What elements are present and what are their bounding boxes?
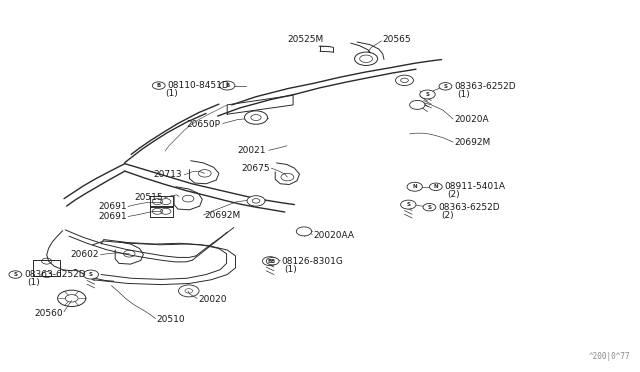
Text: 20650P: 20650P (187, 120, 221, 129)
Text: 20020: 20020 (198, 295, 227, 304)
Circle shape (429, 183, 442, 190)
Text: 20692M: 20692M (205, 211, 241, 220)
Text: 20713: 20713 (154, 170, 182, 179)
Text: 08363-6252D: 08363-6252D (24, 270, 86, 279)
Circle shape (220, 81, 235, 90)
Text: (1): (1) (27, 278, 40, 287)
Text: (1): (1) (457, 90, 470, 99)
Text: N: N (412, 184, 417, 189)
Circle shape (423, 203, 436, 211)
Text: S: S (428, 205, 431, 210)
Text: 20691: 20691 (98, 212, 127, 221)
Text: 20510: 20510 (157, 315, 186, 324)
Circle shape (407, 182, 422, 191)
Text: B: B (271, 259, 275, 264)
Circle shape (83, 270, 99, 279)
Text: 08126-8301G: 08126-8301G (282, 257, 344, 266)
Text: 20560: 20560 (34, 309, 63, 318)
Circle shape (152, 82, 165, 89)
Circle shape (266, 257, 279, 265)
Circle shape (396, 75, 413, 86)
Text: (2): (2) (441, 211, 454, 220)
Circle shape (262, 257, 278, 266)
Text: 20020AA: 20020AA (314, 231, 355, 240)
Text: S: S (13, 272, 17, 277)
Text: 20515: 20515 (134, 193, 163, 202)
Circle shape (401, 200, 416, 209)
Text: B: B (157, 83, 161, 88)
Text: 20691: 20691 (98, 202, 127, 211)
Text: 08110-8451D: 08110-8451D (168, 81, 229, 90)
Text: 20692M: 20692M (454, 138, 491, 147)
Text: S: S (89, 272, 93, 277)
Circle shape (420, 90, 435, 99)
Text: S: S (426, 92, 429, 97)
Text: 08363-6252D: 08363-6252D (454, 82, 516, 91)
Text: 20602: 20602 (70, 250, 99, 259)
Circle shape (296, 227, 312, 236)
Text: (1): (1) (165, 89, 178, 98)
Text: B: B (225, 83, 229, 88)
Text: 20525M: 20525M (287, 35, 323, 44)
Text: 08911-5401A: 08911-5401A (445, 182, 506, 191)
Text: 20675: 20675 (241, 164, 270, 173)
Circle shape (9, 271, 22, 278)
Text: (1): (1) (284, 265, 297, 274)
Text: 20021: 20021 (237, 146, 266, 155)
Circle shape (244, 111, 268, 124)
Text: S: S (444, 84, 447, 89)
Circle shape (355, 52, 378, 65)
Text: (2): (2) (447, 190, 460, 199)
Circle shape (410, 100, 425, 109)
Text: N: N (433, 184, 438, 189)
Text: 20020A: 20020A (454, 115, 489, 124)
Circle shape (247, 196, 265, 206)
Text: S: S (406, 202, 410, 207)
Text: B: B (268, 259, 272, 264)
Circle shape (439, 83, 452, 90)
Text: 20565: 20565 (383, 35, 412, 44)
Text: ^200|0^77: ^200|0^77 (589, 352, 630, 361)
Text: 08363-6252D: 08363-6252D (438, 203, 500, 212)
